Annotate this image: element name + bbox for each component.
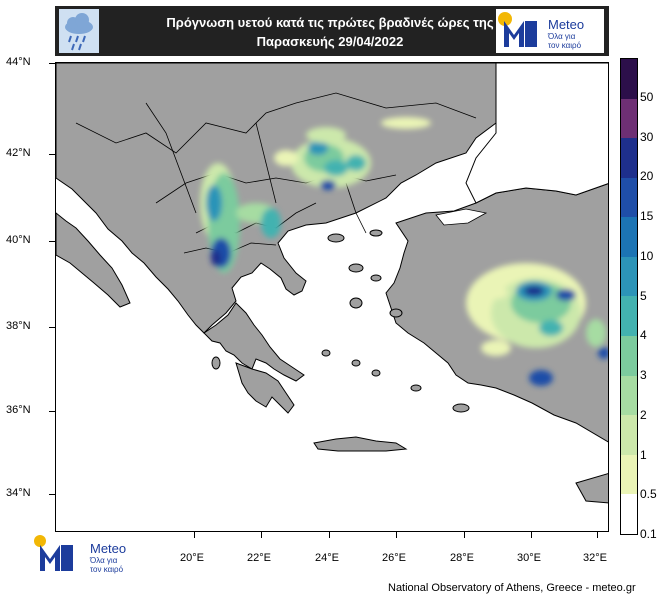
lon-label: 22°E	[247, 552, 271, 564]
colorbar	[620, 58, 638, 535]
lon-label: 26°E	[382, 552, 406, 564]
footer-credit: National Observatory of Athens, Greece -…	[388, 582, 636, 594]
colorbar-label: 5	[640, 288, 647, 303]
colorbar-segment	[621, 375, 637, 416]
colorbar-label: 1	[640, 447, 647, 462]
colorbar-label: 50	[640, 89, 654, 104]
title-line-1: Πρόγνωση υετού κατά τις πρώτες βραδινές …	[166, 15, 494, 30]
lat-label: 42°N	[6, 147, 31, 159]
svg-text:τον καιρό: τον καιρό	[548, 41, 582, 50]
precipitation-map	[55, 62, 609, 532]
colorbar-label: 0.5	[640, 487, 657, 502]
svg-text:Όλα για: Όλα για	[547, 32, 576, 41]
colorbar-segment	[621, 415, 637, 455]
colorbar-segment	[621, 138, 637, 178]
svg-text:Meteo: Meteo	[90, 541, 126, 556]
colorbar-segment	[621, 296, 637, 337]
x-tick	[464, 532, 465, 538]
colorbar-label: 0.1	[640, 527, 657, 541]
colorbar-segment	[621, 256, 637, 297]
x-tick	[194, 532, 195, 538]
svg-text:Όλα για: Όλα για	[89, 556, 118, 565]
lon-label: 32°E	[583, 552, 607, 564]
y-tick	[49, 154, 55, 155]
precipitation-field	[200, 117, 608, 386]
y-tick	[49, 241, 55, 242]
meteo-logo-footer: Meteo Όλα για τον καιρό	[34, 535, 126, 574]
colorbar-segment	[621, 98, 637, 139]
y-tick	[49, 63, 55, 64]
colorbar-label: 15	[640, 209, 654, 223]
x-tick	[531, 532, 532, 538]
colorbar-segment	[621, 494, 637, 534]
lat-label: 36°N	[6, 404, 31, 416]
map-canvas	[56, 63, 608, 504]
title-line-2: Παρασκευής 29/04/2022	[256, 34, 404, 49]
lat-label: 34°N	[6, 487, 31, 499]
colorbar-segment	[621, 336, 637, 376]
lon-label: 28°E	[450, 552, 474, 564]
colorbar-segment	[621, 59, 637, 99]
colorbar-label: 3	[640, 368, 647, 382]
colorbar-label: 30	[640, 129, 654, 144]
x-tick	[329, 532, 330, 538]
svg-text:Meteo: Meteo	[548, 17, 584, 32]
y-tick	[49, 327, 55, 328]
rain-cloud-icon	[59, 9, 99, 53]
x-tick	[597, 532, 598, 538]
colorbar-segment	[621, 217, 637, 257]
x-tick	[396, 532, 397, 538]
lon-label: 24°E	[315, 552, 339, 564]
colorbar-segment	[621, 177, 637, 218]
colorbar-label: 2	[640, 407, 647, 422]
lat-label: 40°N	[6, 234, 31, 246]
lat-label: 44°N	[6, 56, 31, 68]
y-tick	[49, 411, 55, 412]
page-title: Πρόγνωση υετού κατά τις πρώτες βραδινές …	[115, 13, 545, 51]
lon-label: 30°E	[517, 552, 541, 564]
header-banner: Πρόγνωση υετού κατά τις πρώτες βραδινές …	[55, 6, 609, 56]
colorbar-label: 4	[640, 328, 647, 343]
colorbar-label: 20	[640, 169, 654, 184]
meteo-logo-header: Meteo Όλα για τον καιρό	[496, 9, 604, 53]
colorbar-segment	[621, 454, 637, 495]
svg-text:τον καιρό: τον καιρό	[90, 565, 124, 574]
y-tick	[49, 494, 55, 495]
lat-label: 38°N	[6, 320, 31, 332]
colorbar-label: 10	[640, 248, 654, 263]
x-tick	[261, 532, 262, 538]
lon-label: 20°E	[180, 552, 204, 564]
